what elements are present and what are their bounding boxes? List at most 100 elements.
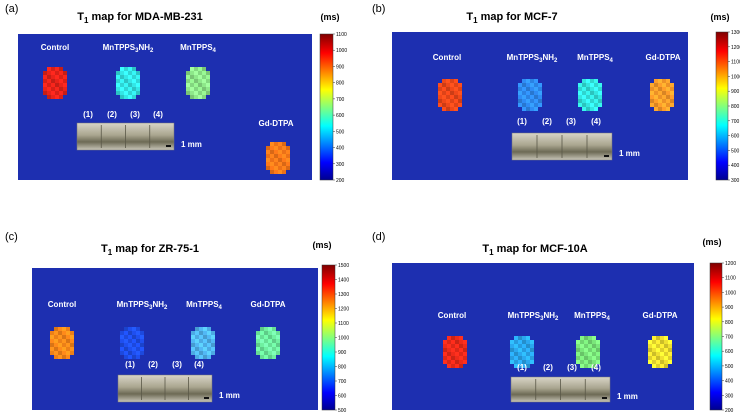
- colorbar-tick-label: 1200: [725, 261, 736, 267]
- map-pixel: [518, 344, 522, 348]
- map-pixel: [50, 339, 54, 343]
- map-pixel: [590, 79, 594, 83]
- map-pixel: [463, 348, 467, 352]
- lane-label: (1): [125, 360, 135, 369]
- map-pixel: [132, 347, 136, 351]
- map-pixel: [195, 335, 199, 339]
- map-pixel: [446, 83, 450, 87]
- map-pixel: [70, 347, 74, 351]
- map-pixel: [120, 79, 124, 83]
- colorbar-tick-label: 500: [338, 408, 347, 414]
- map-pixel: [580, 344, 584, 348]
- map-pixel: [526, 352, 530, 356]
- map-pixel: [274, 142, 278, 146]
- sample-label: Gd-DTPA: [643, 311, 678, 320]
- map-pixel: [580, 360, 584, 364]
- map-pixel: [446, 107, 450, 111]
- map-pixel: [518, 87, 522, 91]
- title-sub: 1: [108, 248, 113, 257]
- map-pixel: [442, 87, 446, 91]
- map-pixel: [518, 340, 522, 344]
- map-pixel: [447, 364, 451, 368]
- map-pixel: [522, 83, 526, 87]
- map-pixel: [438, 91, 442, 95]
- panel-title: T1 map for MDA-MB-231: [77, 11, 202, 25]
- map-pixel: [650, 95, 654, 99]
- map-pixel: [526, 95, 530, 99]
- map-pixel: [442, 103, 446, 107]
- map-pixel: [580, 352, 584, 356]
- map-pixel: [654, 91, 658, 95]
- map-pixel: [270, 166, 274, 170]
- map-pixel: [590, 83, 594, 87]
- map-pixel: [202, 75, 206, 79]
- map-pixel: [276, 335, 280, 339]
- colorbar-tick-label: 200: [725, 408, 734, 414]
- sample-label: Control: [48, 300, 76, 309]
- map-pixel: [194, 75, 198, 79]
- map-pixel: [198, 83, 202, 87]
- map-pixel: [530, 344, 534, 348]
- colorbar-tick-label: 1000: [725, 290, 736, 296]
- map-pixel: [514, 352, 518, 356]
- map-pixel: [191, 335, 195, 339]
- sample-label: Gd-DTPA: [646, 53, 681, 62]
- map-pixel: [666, 95, 670, 99]
- map-pixel: [264, 327, 268, 331]
- map-pixel: [260, 351, 264, 355]
- map-pixel: [274, 158, 278, 162]
- map-pixel: [207, 347, 211, 351]
- map-pixel: [278, 162, 282, 166]
- map-pixel: [199, 335, 203, 339]
- map-pixel: [580, 340, 584, 344]
- map-pixel: [658, 103, 662, 107]
- map-pixel: [510, 344, 514, 348]
- map-pixel: [443, 360, 447, 364]
- map-pixel: [264, 347, 268, 351]
- lane-label: (2): [543, 363, 553, 372]
- colorbar: [709, 262, 723, 411]
- map-pixel: [54, 347, 58, 351]
- map-pixel: [136, 331, 140, 335]
- map-pixel: [588, 360, 592, 364]
- map-pixel: [276, 347, 280, 351]
- map-pixel: [455, 364, 459, 368]
- map-pixel: [522, 87, 526, 91]
- map-pixel: [446, 103, 450, 107]
- label-text: MnTPPS: [103, 43, 136, 52]
- map-pixel: [666, 79, 670, 83]
- map-pixel: [195, 327, 199, 331]
- map-pixel: [580, 336, 584, 340]
- map-pixel: [534, 79, 538, 83]
- map-pixel: [447, 352, 451, 356]
- map-pixel: [664, 340, 668, 344]
- map-pixel: [654, 79, 658, 83]
- sample-label: MnTPPS4: [574, 311, 610, 322]
- map-pixel: [199, 327, 203, 331]
- map-pixel: [268, 327, 272, 331]
- map-pixel: [454, 99, 458, 103]
- map-pixel: [458, 87, 462, 91]
- map-pixel: [55, 79, 59, 83]
- colorbar-tick-label: 800: [731, 104, 740, 110]
- map-pixel: [186, 71, 190, 75]
- map-pixel: [455, 360, 459, 364]
- map-pixel: [648, 344, 652, 348]
- map-pixel: [451, 340, 455, 344]
- map-pixel: [447, 348, 451, 352]
- panel: (d) T1 map for MCF-10A (ms) 200 300 400 500 600…: [372, 231, 736, 414]
- map-pixel: [124, 335, 128, 339]
- map-pixel: [522, 360, 526, 364]
- map-pixel: [648, 352, 652, 356]
- label-text: NH: [138, 43, 150, 52]
- map-pixel: [59, 79, 63, 83]
- map-pixel: [664, 364, 668, 368]
- map-pixel: [266, 166, 270, 170]
- map-pixel: [51, 83, 55, 87]
- map-pixel: [136, 79, 140, 83]
- map-pixel: [194, 83, 198, 87]
- map-pixel: [124, 83, 128, 87]
- map-pixel: [55, 91, 59, 95]
- map-pixel: [522, 344, 526, 348]
- map-pixel: [582, 87, 586, 91]
